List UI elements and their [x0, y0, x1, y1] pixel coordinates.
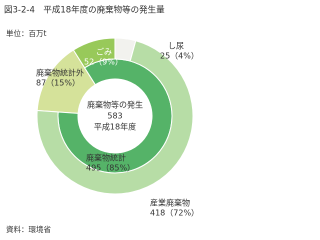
center-value: 583 [107, 112, 122, 121]
unit-label: 単位：百万t [6, 28, 46, 38]
slice-value-label: 25（4%） [160, 52, 199, 61]
center-title: 廃棄物等の発生 [87, 100, 143, 110]
slice-name: し尿 [168, 42, 184, 51]
slice-value-label: 495（85%） [86, 164, 135, 173]
slice-value-label: 52（9%） [84, 58, 123, 67]
center-period: 平成18年度 [94, 122, 136, 132]
slice-name: 廃棄物統計外 [36, 68, 84, 78]
slice [36, 40, 194, 195]
chart: 図3-2-4 平成18年度の廃棄物等の発生量 単位：百万t 資料：環境省 廃棄物… [4, 5, 199, 235]
slice-name: 廃棄物統計 [86, 153, 126, 163]
slice-name: 産業廃棄物 [150, 198, 190, 208]
center-hole [79, 80, 151, 152]
slice-value-label: 87（15%） [36, 79, 80, 88]
chart-title: 図3-2-4 平成18年度の廃棄物等の発生量 [4, 5, 165, 16]
rings [36, 37, 194, 195]
slice-name: ごみ [96, 47, 112, 57]
slice-value-label: 418（72%） [150, 209, 199, 218]
labels: 廃棄物等の発生 583 平成18年度 廃棄物統計外 87（15%） 廃棄物統計 … [36, 42, 199, 218]
source: 資料：環境省 [6, 224, 51, 234]
